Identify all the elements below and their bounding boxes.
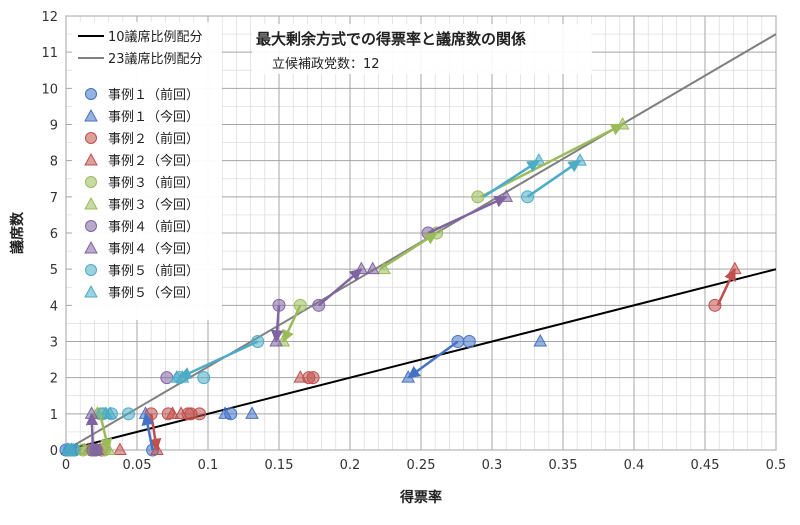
x-tick-label: 0.5 xyxy=(766,458,787,473)
legend-marker-swatch xyxy=(84,196,98,210)
legend-marker-swatch xyxy=(84,152,98,166)
data-point xyxy=(113,442,127,455)
legend-marker-swatch xyxy=(85,264,97,276)
data-point xyxy=(293,370,308,383)
change-arrow xyxy=(85,412,99,451)
y-axis-title: 議席数 xyxy=(9,211,26,254)
change-arrow xyxy=(141,412,154,451)
legend-entry-label: 事例２（前回） xyxy=(108,131,199,147)
legend-entry-label: 事例５（前回） xyxy=(108,263,199,279)
y-tick-label: 5 xyxy=(50,263,58,278)
x-tick-label: 0.25 xyxy=(407,458,436,473)
title-box xyxy=(252,24,592,74)
legend-marker-swatch xyxy=(85,88,97,100)
legend-marker-swatch xyxy=(85,132,97,144)
y-tick-label: 12 xyxy=(41,10,58,25)
data-point xyxy=(98,406,113,419)
x-axis-title: 得票率 xyxy=(399,489,442,506)
change-arrow xyxy=(270,305,284,343)
y-tick-label: 7 xyxy=(50,191,58,206)
x-tick-label: 0 xyxy=(62,458,70,473)
data-point xyxy=(192,407,206,421)
change-arrow xyxy=(716,268,736,306)
legend-entry-label: 事例５（今回） xyxy=(108,285,199,301)
legend-marker-swatch xyxy=(84,240,98,254)
data-point xyxy=(462,335,476,348)
change-arrow xyxy=(282,304,302,343)
change-arrow xyxy=(379,231,438,271)
y-tick-label: 8 xyxy=(50,155,58,170)
data-point xyxy=(245,406,259,419)
legend-entry-label: 事例４（前回） xyxy=(108,219,199,235)
legend-entry-label: 事例１（前回） xyxy=(108,87,199,103)
y-tick-label: 10 xyxy=(41,82,58,97)
y-tick-label: 0 xyxy=(50,444,58,459)
data-point xyxy=(197,371,211,385)
y-tick-label: 2 xyxy=(50,372,58,387)
change-arrow xyxy=(317,268,363,307)
data-point xyxy=(533,333,548,347)
change-arrow xyxy=(178,340,259,379)
data-point xyxy=(174,406,188,419)
data-point xyxy=(121,407,135,421)
y-tick-label: 1 xyxy=(50,408,58,423)
x-tick-label: 0.05 xyxy=(123,458,152,473)
legend-entry-label: 10議席比例配分 xyxy=(108,29,203,45)
x-tick-label: 0.4 xyxy=(624,458,645,473)
y-tick-label: 4 xyxy=(50,299,58,314)
x-tick-label: 0.1 xyxy=(198,458,219,473)
data-point xyxy=(218,406,232,419)
change-arrow xyxy=(526,159,582,198)
chart-subtitle: 立候補政党数：12 xyxy=(272,57,380,72)
legend-box xyxy=(72,22,222,320)
legend-entry-label: 23議席比例配分 xyxy=(108,51,203,67)
legend-marker-swatch xyxy=(84,284,98,298)
y-tick-label: 3 xyxy=(50,336,58,351)
data-point xyxy=(365,261,380,275)
data-point xyxy=(61,442,76,455)
change-arrow xyxy=(407,340,459,379)
legend-entry-label: 事例４（今回） xyxy=(108,241,199,257)
x-tick-label: 0.45 xyxy=(691,458,720,473)
change-arrow xyxy=(480,123,624,198)
legend-marker-swatch xyxy=(85,220,97,232)
x-tick-label: 0.15 xyxy=(265,458,294,473)
x-tick-label: 0.3 xyxy=(482,458,503,473)
chart-title: 最大剰余方式での得票率と議席数の関係 xyxy=(256,30,526,48)
y-tick-label: 11 xyxy=(41,46,58,61)
legend-marker-swatch xyxy=(84,108,98,122)
legend-marker-swatch xyxy=(85,176,97,188)
x-tick-label: 0.2 xyxy=(340,458,361,473)
reference-line-1 xyxy=(66,268,776,450)
legend-entry-label: 事例１（今回） xyxy=(108,109,199,125)
legend-entry-label: 事例３（今回） xyxy=(108,197,199,213)
y-tick-label: 6 xyxy=(50,227,58,242)
data-point xyxy=(165,406,180,419)
change-arrow xyxy=(482,159,540,198)
legend-entry-label: 事例３（前回） xyxy=(108,175,199,191)
change-arrow xyxy=(427,195,508,235)
legend-entry-label: 事例２（今回） xyxy=(108,153,199,169)
x-tick-label: 0.35 xyxy=(549,458,578,473)
change-arrow xyxy=(98,413,113,452)
y-tick-label: 9 xyxy=(50,119,58,134)
